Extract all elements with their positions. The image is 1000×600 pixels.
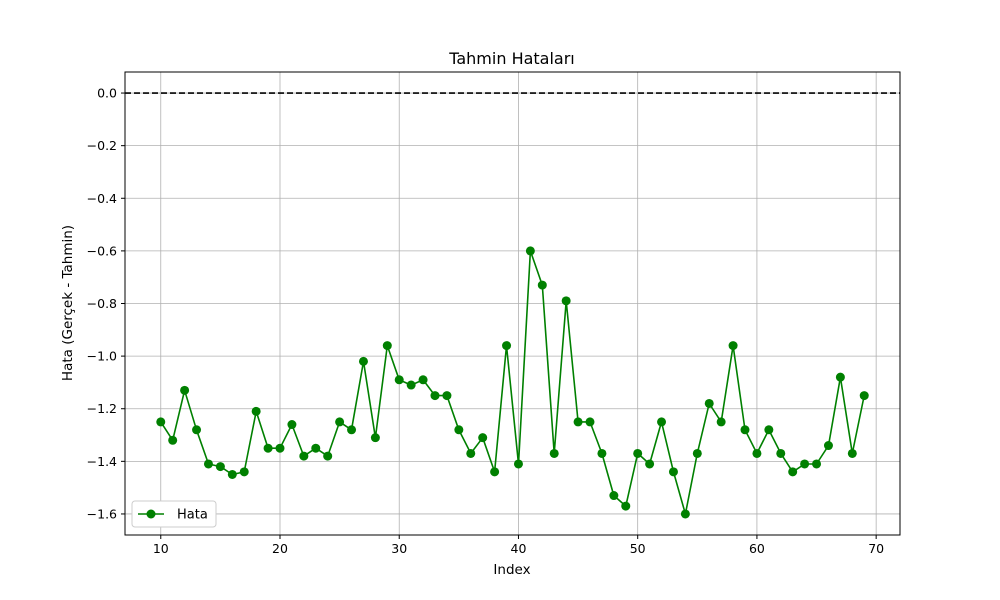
x-tick-label: 70: [868, 541, 884, 556]
chart-title: Tahmin Hataları: [448, 49, 575, 68]
data-point: [406, 380, 416, 390]
data-point: [609, 491, 619, 501]
data-point: [561, 296, 571, 306]
data-point: [835, 372, 845, 382]
data-point: [382, 341, 392, 351]
data-point: [311, 443, 321, 453]
data-point: [680, 509, 690, 519]
data-point: [657, 417, 667, 427]
data-point: [788, 467, 798, 477]
y-tick-label: −0.2: [87, 138, 117, 153]
data-point: [573, 417, 583, 427]
data-point: [692, 448, 702, 458]
data-point: [454, 425, 464, 435]
data-point: [442, 391, 452, 401]
data-point: [478, 433, 488, 443]
data-point: [466, 448, 476, 458]
data-point: [752, 448, 762, 458]
data-point: [704, 398, 714, 408]
data-point: [525, 246, 535, 256]
data-point: [335, 417, 345, 427]
legend-marker: [146, 509, 156, 519]
data-point: [764, 425, 774, 435]
data-point: [203, 459, 213, 469]
x-tick-label: 50: [630, 541, 646, 556]
data-point: [668, 467, 678, 477]
y-tick-label: −1.0: [87, 349, 117, 364]
data-point: [215, 462, 225, 472]
y-tick-label: −0.8: [87, 296, 117, 311]
data-point: [645, 459, 655, 469]
data-point: [323, 451, 333, 461]
data-point: [394, 375, 404, 385]
series-group: [156, 246, 869, 519]
y-tick-label: −0.6: [87, 243, 117, 258]
data-point: [859, 391, 869, 401]
data-point: [156, 417, 166, 427]
data-point: [370, 433, 380, 443]
data-point: [740, 425, 750, 435]
data-point: [168, 435, 178, 445]
legend: Hata: [131, 500, 217, 528]
data-point: [823, 441, 833, 451]
y-axis-ticks: 0.0 −0.2 −0.4 −0.6 −0.8 −1.0 −1.2 −1.4 −1.6: [87, 86, 125, 521]
legend-box: [131, 500, 217, 528]
data-point: [275, 443, 285, 453]
x-tick-label: 40: [511, 541, 527, 556]
data-point: [800, 459, 810, 469]
series-line: [160, 250, 865, 515]
data-point: [502, 341, 512, 351]
data-point: [728, 341, 738, 351]
data-point: [239, 467, 249, 477]
grid: [125, 72, 900, 535]
legend-label: Hata: [177, 508, 208, 523]
y-tick-label: −0.4: [87, 191, 117, 206]
data-point: [513, 459, 523, 469]
x-axis-label: Index: [493, 562, 530, 578]
data-point: [192, 425, 202, 435]
data-point: [347, 425, 357, 435]
y-axis-label: Hata (Gerçek - Tahmin): [60, 225, 76, 381]
y-tick-label: −1.2: [87, 401, 117, 416]
data-point: [549, 448, 559, 458]
x-tick-label: 10: [153, 541, 169, 556]
data-point: [299, 451, 309, 461]
data-point: [251, 406, 261, 416]
data-point: [585, 417, 595, 427]
data-point: [633, 448, 643, 458]
x-axis-ticks: 10 20 30 40 50 60 70: [153, 535, 884, 556]
y-tick-label: −1.4: [87, 454, 117, 469]
data-point: [180, 385, 190, 395]
data-point: [430, 391, 440, 401]
data-point: [537, 280, 547, 290]
x-tick-label: 30: [391, 541, 407, 556]
data-point: [418, 375, 428, 385]
data-point: [716, 417, 726, 427]
data-point: [597, 448, 607, 458]
data-point: [776, 448, 786, 458]
data-point: [227, 469, 237, 479]
data-point: [287, 420, 297, 430]
data-point: [490, 467, 500, 477]
data-point: [358, 356, 368, 366]
data-point: [847, 448, 857, 458]
data-point: [263, 443, 273, 453]
y-tick-label: −1.6: [87, 506, 117, 521]
data-point: [621, 501, 631, 511]
data-point: [812, 459, 822, 469]
y-tick-label: 0.0: [97, 86, 117, 101]
x-tick-label: 20: [272, 541, 288, 556]
x-tick-label: 60: [749, 541, 765, 556]
